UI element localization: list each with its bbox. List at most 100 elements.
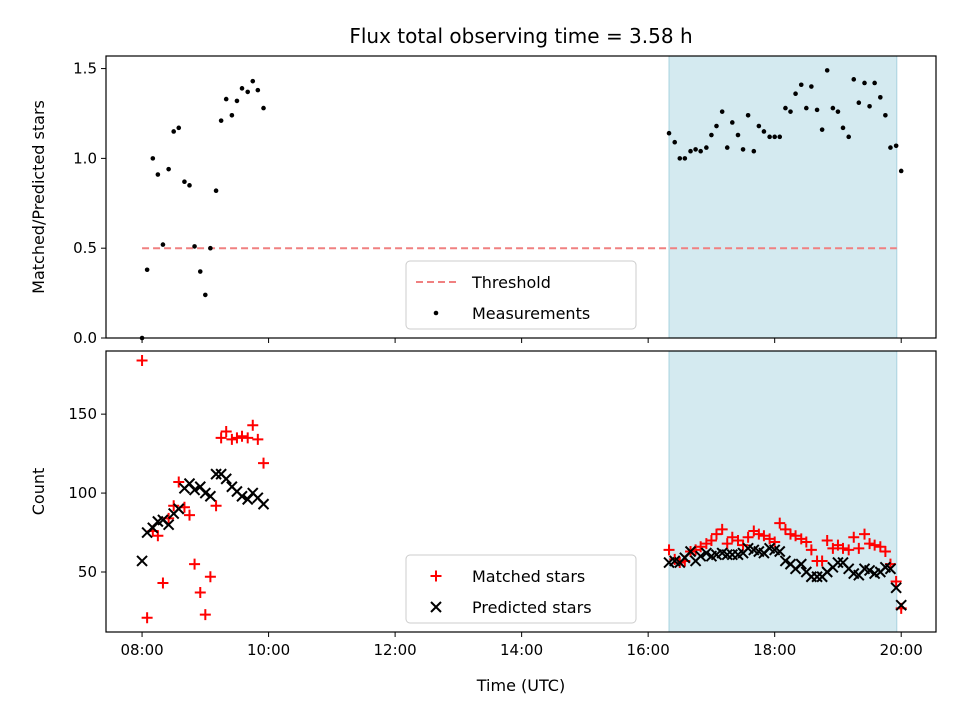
data-point: [220, 426, 232, 438]
data-point: [793, 91, 798, 97]
data-point: [883, 112, 888, 118]
data-point: [795, 558, 807, 570]
data-point: [772, 134, 777, 140]
ratio-panel: 0.0 0.5 1.0 1.5 Matched/Predicted stars Thres…: [29, 55, 937, 347]
data-point: [737, 539, 749, 551]
legend: Matched stars Predicted stars: [405, 554, 637, 624]
data-point: [869, 539, 881, 551]
data-point: [255, 87, 261, 93]
data-point: [210, 468, 222, 480]
data-point: [231, 432, 243, 444]
legend-label: Predicted stars: [472, 598, 592, 617]
data-point: [867, 103, 872, 109]
data-point: [874, 541, 886, 553]
data-point: [184, 509, 196, 521]
data-point: [199, 487, 212, 499]
data-point: [215, 432, 227, 444]
data-point: [859, 528, 871, 540]
data-point: [843, 544, 855, 556]
data-point: [862, 80, 867, 86]
data-point: [213, 188, 219, 194]
data-point: [250, 78, 256, 84]
data-point: [769, 536, 781, 548]
data-point: [236, 490, 248, 502]
data-point: [805, 544, 817, 556]
data-point: [753, 528, 765, 540]
legend: Threshold Measurements: [405, 260, 637, 330]
x-tick-label: 16:00: [627, 641, 670, 659]
data-point: [767, 134, 772, 140]
y-tick-label: 1.5: [73, 60, 97, 78]
data-point: [223, 96, 229, 102]
data-point: [835, 109, 841, 114]
x-tick-label: 18:00: [753, 641, 796, 659]
data-point: [863, 564, 876, 577]
y-tick-label: 0.0: [73, 329, 97, 347]
data-point: [194, 587, 206, 599]
data-point: [684, 545, 697, 558]
x-tick-label: 12:00: [373, 641, 416, 659]
y-tick-label: 50: [78, 563, 97, 581]
y-axis-label: Matched/Predicted stars: [29, 100, 48, 294]
y-tick-label: 100: [68, 484, 97, 502]
y-axis-label: Count: [29, 468, 48, 516]
data-point: [252, 433, 264, 445]
data-point: [698, 148, 703, 154]
data-point: [783, 105, 788, 111]
data-point: [672, 139, 678, 145]
data-point: [245, 89, 251, 95]
data-point: [695, 541, 707, 553]
series-predicted-stars: [136, 468, 907, 611]
data-point: [809, 84, 814, 89]
observing-window-shade: [668, 55, 898, 339]
data-point: [203, 292, 208, 298]
data-point: [726, 531, 738, 543]
data-point: [218, 118, 224, 123]
data-point: [136, 555, 148, 567]
data-point: [878, 95, 883, 100]
data-point: [756, 123, 762, 129]
series-measurements: [139, 68, 904, 341]
data-point: [856, 100, 862, 106]
data-point: [721, 538, 733, 550]
data-point: [779, 555, 792, 567]
data-point: [804, 105, 809, 111]
data-point: [745, 112, 751, 118]
data-point: [893, 143, 899, 149]
data-point: [761, 129, 767, 134]
y-tick-label: 150: [68, 405, 97, 423]
data-point: [832, 556, 844, 569]
data-point: [176, 125, 182, 131]
data-point: [774, 545, 786, 558]
y-tick-label: 0.5: [73, 239, 97, 257]
data-point: [790, 530, 802, 542]
data-point: [724, 145, 730, 150]
data-point: [742, 531, 754, 543]
data-point: [150, 156, 156, 161]
data-point: [837, 542, 849, 554]
data-point: [705, 534, 717, 546]
legend-label: Measurements: [472, 304, 590, 323]
data-point: [204, 490, 217, 502]
data-point: [157, 577, 169, 589]
data-point: [714, 123, 719, 129]
data-point: [257, 498, 270, 510]
data-point: [141, 612, 153, 624]
observing-window-shade: [668, 350, 898, 633]
data-point: [777, 134, 783, 140]
data-point: [840, 125, 846, 131]
data-point: [693, 147, 698, 152]
data-point: [740, 147, 746, 152]
legend-box: [405, 554, 637, 624]
axes-frame: [105, 55, 937, 339]
data-point: [204, 571, 216, 583]
x-tick-label: 08:00: [120, 641, 163, 659]
data-point: [821, 534, 833, 546]
data-point: [779, 523, 791, 535]
data-point: [226, 433, 238, 445]
legend-marker: [433, 310, 439, 316]
data-point: [160, 242, 166, 247]
data-point: [242, 432, 254, 444]
data-point: [666, 130, 672, 136]
data-point: [798, 82, 804, 88]
